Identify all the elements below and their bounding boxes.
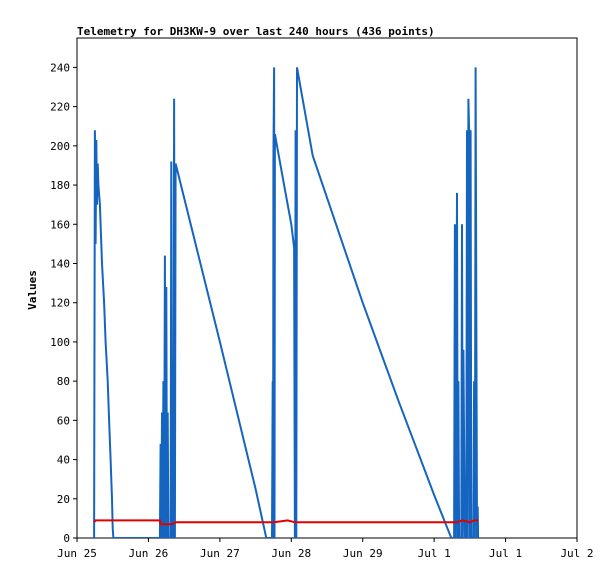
y-tick-label: 220 — [50, 101, 70, 114]
y-axis-label: Values — [26, 270, 39, 310]
x-tick-label: Jun 26 — [129, 547, 169, 560]
plot-area — [76, 37, 578, 539]
y-tick-label: 80 — [57, 375, 70, 388]
y-tick-label: 160 — [50, 218, 70, 231]
y-tick-label: 0 — [63, 532, 70, 545]
chart-title: Telemetry for DH3KW-9 over last 240 hour… — [77, 25, 435, 38]
y-tick-label: 180 — [50, 179, 70, 192]
x-tick-label: Jul 2 — [560, 547, 593, 560]
series-line-2 — [93, 519, 479, 526]
y-tick-label: 20 — [57, 493, 70, 506]
series-layer — [93, 67, 480, 538]
y-tick-label: 120 — [50, 297, 70, 310]
y-tick-label: 140 — [50, 257, 70, 270]
y-tick-label: 200 — [50, 140, 70, 153]
x-tick-label: Jun 29 — [343, 547, 383, 560]
y-tick-label: 240 — [50, 61, 70, 74]
y-axis: 0 20 40 60 80 100 120 140 160 180 200 220 240 — [50, 61, 77, 545]
x-tick-label: Jun 27 — [200, 547, 240, 560]
x-tick-label: Jun 28 — [271, 547, 311, 560]
y-tick-label: 60 — [57, 414, 70, 427]
x-tick-label: Jun 25 — [57, 547, 97, 560]
y-tick-label: 100 — [50, 336, 70, 349]
y-tick-label: 40 — [57, 454, 70, 467]
x-tick-label: Jul 1 — [489, 547, 522, 560]
x-axis: Jun 25 Jun 26 Jun 27 Jun 28 Jun 29 Jul 1 Jul 1… — [57, 538, 594, 560]
series-line-1 — [93, 67, 480, 538]
x-tick-label: Jul 1 — [418, 547, 451, 560]
